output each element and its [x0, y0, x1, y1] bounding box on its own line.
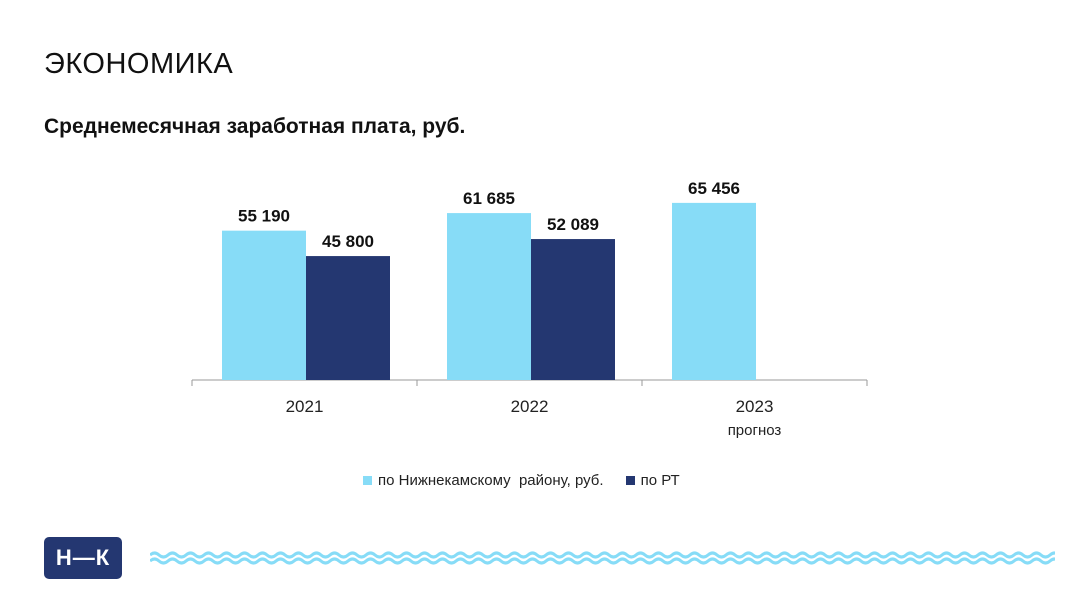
data-label: 52 089	[547, 215, 599, 234]
nk-logo: Н—К	[44, 537, 122, 579]
legend-item-nk: по Нижнекамскому району, руб.	[363, 472, 604, 489]
data-label: 65 456	[688, 179, 740, 198]
wave-line	[150, 551, 1055, 559]
legend-item-rt: по РТ	[625, 471, 680, 489]
x-tick-label: 2022	[511, 397, 549, 416]
legend-swatch-nk	[363, 475, 372, 485]
x-tick-label: 2023	[736, 397, 774, 416]
x-tick-label: 2021	[286, 397, 324, 416]
bar	[531, 239, 615, 380]
bar	[447, 213, 531, 380]
x-tick-sublabel: прогноз	[728, 422, 782, 439]
data-label: 61 685	[463, 189, 515, 208]
wave-decoration	[150, 551, 1055, 565]
chart-title: Среднемесячная заработная плата, руб.	[44, 115, 466, 138]
bar	[672, 202, 756, 380]
data-label: 55 190	[238, 207, 290, 226]
legend-label-rt: по РТ	[640, 471, 680, 489]
section-title: ЭКОНОМИКА	[44, 48, 234, 80]
wave-line	[150, 557, 1055, 565]
bar	[306, 256, 390, 380]
data-label: 45 800	[322, 232, 374, 251]
chart-legend: по Нижнекамскому району, руб. по РТ	[363, 470, 702, 490]
bar	[222, 230, 306, 380]
legend-swatch-rt	[625, 475, 635, 485]
legend-label-nk: по Нижнекамскому району, руб.	[378, 471, 604, 489]
